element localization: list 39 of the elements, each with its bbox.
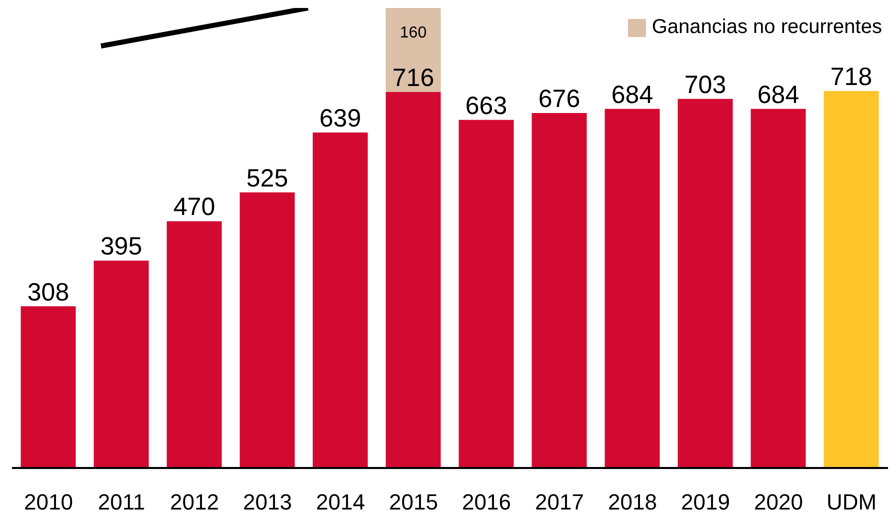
bar xyxy=(532,113,587,468)
x-tick-label: 2010 xyxy=(24,490,73,515)
data-label: 718 xyxy=(830,62,872,91)
data-label: 525 xyxy=(246,164,288,192)
bar xyxy=(20,306,76,468)
x-tick-label: 2017 xyxy=(535,490,584,515)
data-label: 684 xyxy=(611,80,654,109)
x-tick-label: 2019 xyxy=(681,490,730,515)
x-tick-label: 2016 xyxy=(462,490,511,515)
x-tick-label: 2011 xyxy=(98,490,146,515)
bar xyxy=(94,260,149,468)
x-tick-label: 2015 xyxy=(389,490,438,515)
bar xyxy=(458,120,514,468)
data-label: 663 xyxy=(465,92,508,120)
data-label: 160 xyxy=(400,24,427,42)
data-label: 703 xyxy=(684,70,726,99)
bar xyxy=(166,221,222,468)
bar xyxy=(824,90,879,468)
x-tick-label: 2020 xyxy=(754,490,803,515)
data-label: 684 xyxy=(757,80,800,109)
x-tick-label: UDM xyxy=(826,490,877,515)
data-label: 639 xyxy=(319,104,362,132)
data-label: 470 xyxy=(173,193,216,222)
data-label: 395 xyxy=(100,232,142,261)
bar xyxy=(604,108,660,468)
x-tick-label: 2013 xyxy=(243,490,292,515)
bar xyxy=(312,132,368,468)
bar xyxy=(386,92,441,468)
data-label: 676 xyxy=(538,85,580,114)
legend-label: Ganancias no recurrentes xyxy=(652,16,882,39)
bar xyxy=(240,192,295,468)
x-tick-label: 2018 xyxy=(608,490,657,515)
bar xyxy=(678,98,733,468)
data-label: 308 xyxy=(27,278,70,306)
x-tick-label: 2014 xyxy=(316,490,365,515)
bar xyxy=(386,8,441,92)
bar xyxy=(750,108,806,468)
x-tick-label: 2012 xyxy=(170,490,219,515)
data-label: 716 xyxy=(392,64,434,92)
